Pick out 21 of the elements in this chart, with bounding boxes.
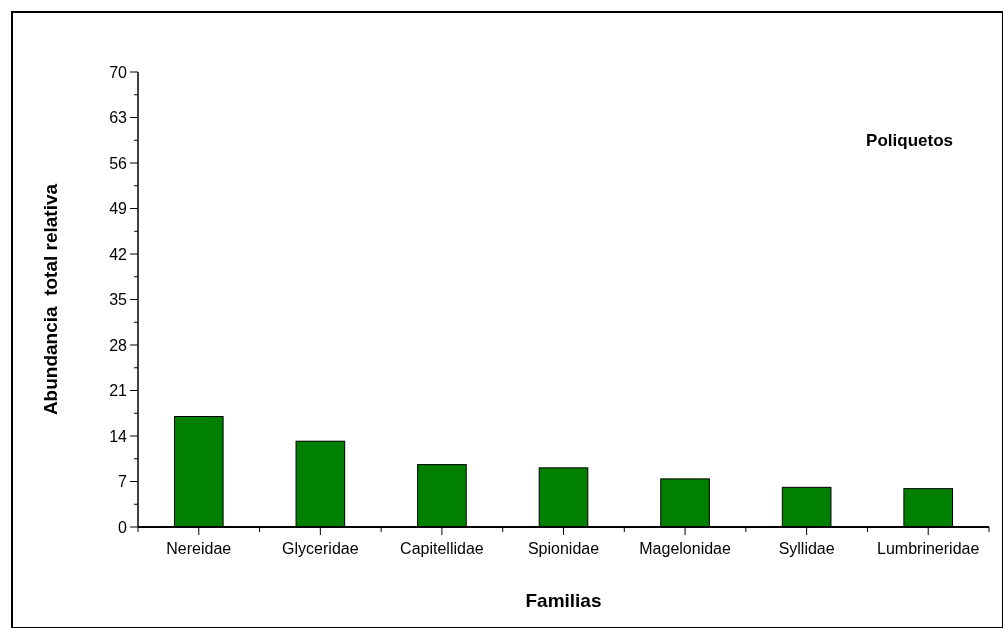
- y-tick-label: 70: [109, 63, 128, 81]
- x-tick-label: Lumbrineridae: [877, 540, 980, 557]
- y-tick-label: 14: [109, 427, 128, 445]
- x-tick-label: Capitellidae: [400, 540, 484, 557]
- text: Poliquetos: [866, 131, 953, 150]
- y-tick-label: 0: [118, 518, 128, 536]
- y-tick-label: 21: [109, 382, 128, 400]
- y-tick-label: 49: [109, 200, 128, 218]
- x-tick-label: Glyceridae: [282, 540, 359, 557]
- x-tick-label: Syllidae: [778, 540, 835, 557]
- x-axis-title: Familias: [525, 590, 602, 611]
- y-tick-label: 7: [118, 473, 128, 491]
- y-tick-label: 56: [109, 154, 128, 172]
- y-tick-label: 28: [109, 336, 128, 354]
- y-tick-label: 42: [109, 245, 128, 263]
- x-tick-label: Nereidae: [166, 540, 232, 557]
- x-tick-label: Magelonidae: [639, 540, 731, 557]
- y-axis-title: Abundancia total relativa: [40, 183, 61, 416]
- y-tick-label: 63: [109, 109, 128, 127]
- x-tick-label: Spionidae: [527, 540, 600, 557]
- y-tick-label: 35: [109, 291, 128, 309]
